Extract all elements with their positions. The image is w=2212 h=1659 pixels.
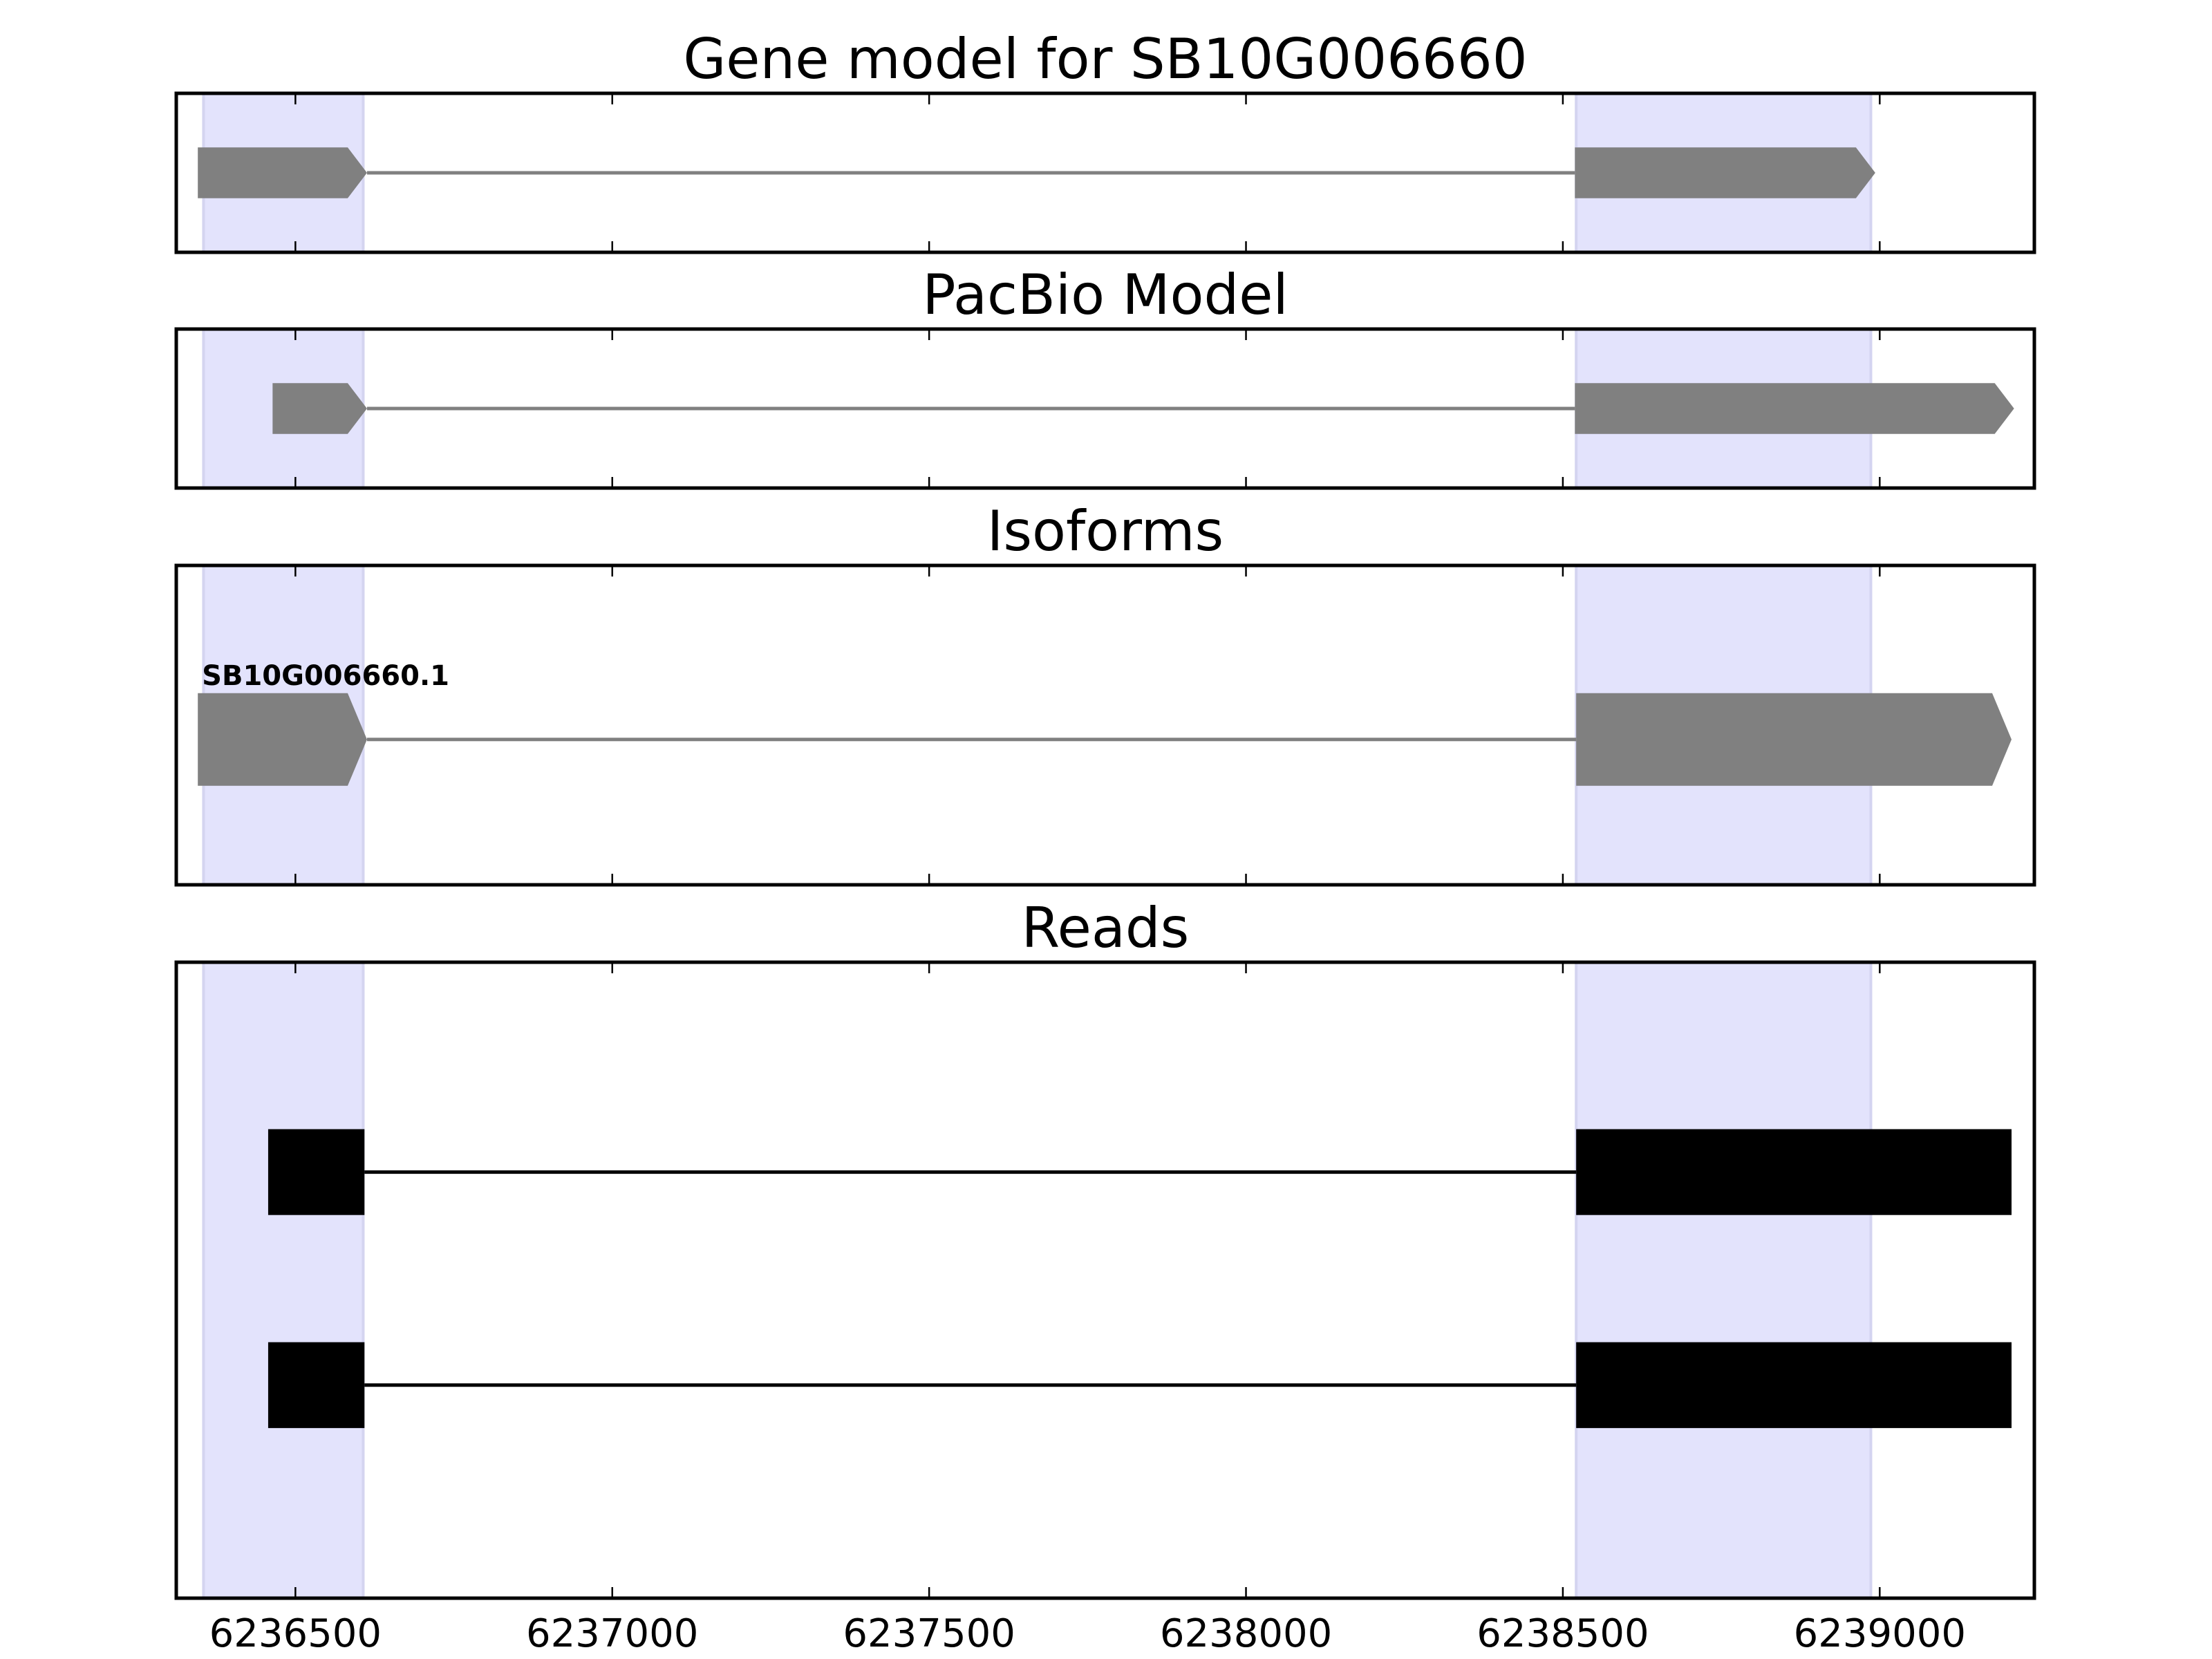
exon-block [198, 693, 367, 786]
panel-title: PacBio Model [922, 263, 1288, 327]
highlight-region [202, 961, 365, 1600]
panel-title: Gene model for SB10G006660 [683, 27, 1527, 91]
x-tick-label: 6238000 [1160, 1611, 1332, 1656]
read-exon-block [268, 1129, 365, 1215]
x-tick-label: 6236500 [209, 1611, 382, 1656]
exon-block [198, 147, 367, 198]
x-tick-label: 6238500 [1477, 1611, 1649, 1656]
panel-2: Isoforms SB10G006660.1 [174, 499, 2036, 887]
isoform-label: SB10G006660.1 [202, 660, 449, 692]
panel-title: Isoforms [987, 499, 1224, 563]
read-exon-block [1576, 1342, 2012, 1428]
panel-3: Reads [174, 896, 2036, 1600]
x-tick-label: 6237000 [526, 1611, 698, 1656]
panel-1: PacBio Model [174, 263, 2036, 490]
read-exon-block [268, 1342, 365, 1428]
x-tick-label: 6237500 [843, 1611, 1015, 1656]
highlight-region [1575, 961, 1873, 1600]
axes-frame [174, 91, 2036, 254]
panel-0: Gene model for SB10G006660 [174, 27, 2036, 254]
exon-block [1576, 693, 2012, 786]
exon-block [272, 383, 367, 434]
axes-frame [174, 327, 2036, 490]
axes-frame [174, 960, 2036, 1600]
axes-frame [174, 563, 2036, 887]
read-exon-block [1576, 1129, 2012, 1215]
x-tick-label: 6239000 [1794, 1611, 1966, 1656]
exon-block [1575, 147, 1875, 198]
exon-block [1575, 383, 2014, 434]
panel-title: Reads [1022, 896, 1190, 960]
